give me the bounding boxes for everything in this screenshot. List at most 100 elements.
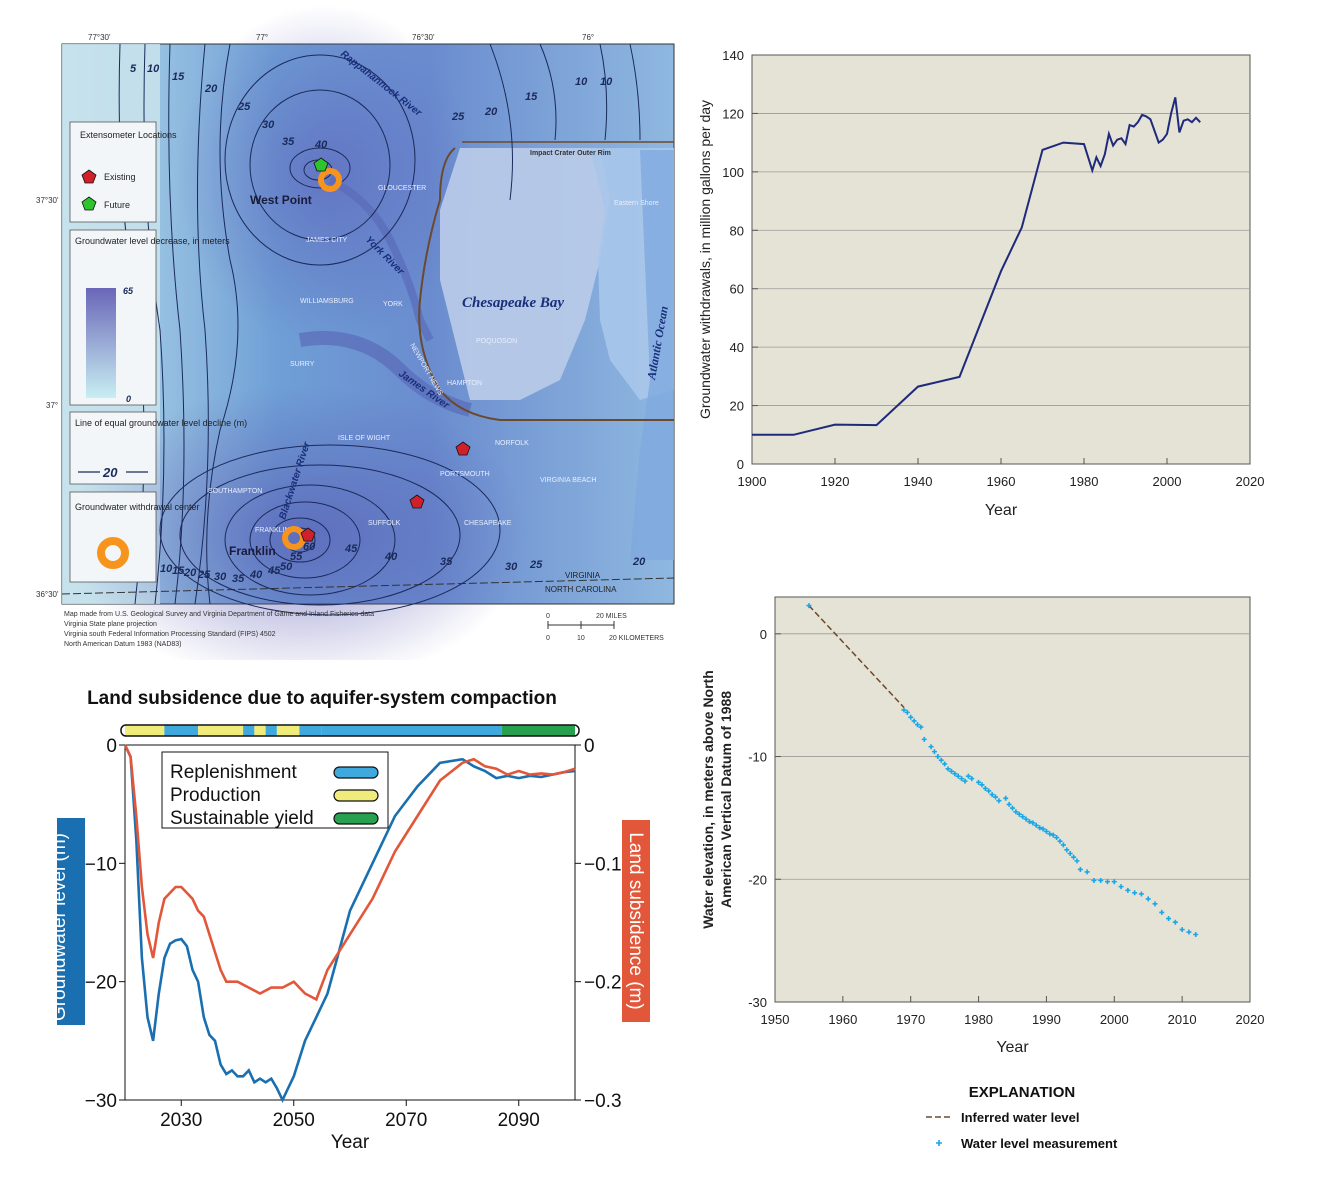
place-label: WILLIAMSBURG: [300, 298, 354, 305]
measurement-point: [1057, 838, 1063, 844]
contour-label: 45: [344, 543, 358, 555]
y-tick-label-right: −0.1: [584, 854, 622, 875]
measurement-point: [1132, 890, 1138, 896]
legend-future-label: Future: [104, 200, 130, 210]
legend-center-title: Groundwater withdrawal center: [75, 502, 200, 512]
measurement-point: [931, 749, 937, 755]
measurement-point: [1047, 831, 1053, 837]
measurement-point: [806, 603, 812, 609]
measurement-point: [1091, 878, 1097, 883]
x-tick-label: 1950: [761, 1012, 790, 1027]
place-label: SOUTHAMPTON: [208, 488, 262, 495]
measurement-point: [955, 773, 961, 779]
lon-tick-label: 77°: [256, 33, 268, 42]
contour-label: 25: [451, 111, 465, 123]
measurement-point: [1077, 866, 1083, 872]
y-axis-title-right: Land subsidence (m): [625, 832, 646, 1009]
map-legend: Extensometer Locations Existing Future G…: [69, 121, 247, 583]
measurement-point: [1172, 919, 1178, 925]
place-label: SURRY: [290, 361, 315, 368]
place-label: GLOUCESTER: [378, 185, 426, 192]
lon-tick-label: 76°: [582, 33, 594, 42]
place-label: CHESAPEAKE: [464, 520, 512, 527]
y-tick-label: 80: [730, 223, 744, 238]
x-tick-label: 2020: [1236, 474, 1265, 489]
lon-tick-label: 76°30': [412, 33, 435, 42]
contour-label: 20: [204, 83, 218, 95]
measurement-point: [1105, 879, 1110, 885]
contour-label: 60: [303, 541, 316, 553]
measurement-point: [904, 709, 910, 715]
measurement-point: [979, 782, 985, 788]
measurement-point: [1084, 869, 1090, 875]
contour-label: 40: [384, 551, 398, 563]
x-tick-label: 1990: [1032, 1012, 1061, 1027]
aquifer-map-panel: 5 10 15 20 25 30 35 40 45 50 55 60 40 35…: [36, 5, 675, 660]
x-axis-title: Year: [985, 502, 1018, 519]
future-extensometer-marker: [313, 157, 329, 172]
plot-area: [751, 54, 1251, 465]
state-label: VIRGINIA: [565, 571, 601, 580]
legend-measurement-label: Water level measurement: [961, 1136, 1118, 1151]
impact-crater-rim: [418, 147, 674, 422]
y-tick-label-left: −20: [85, 973, 117, 994]
lat-tick-label: 36°30': [36, 590, 59, 599]
y-tick-label-right: −0.3: [584, 1091, 622, 1112]
existing-extensometer-marker: [300, 527, 316, 542]
measurement-point: [965, 773, 971, 779]
measurement-point: [1125, 887, 1131, 893]
y-tick-label: 60: [730, 282, 744, 297]
place-label: ISLE OF WIGHT: [338, 435, 391, 442]
measurement-point: [1006, 801, 1012, 807]
y-tick-label: 120: [722, 106, 744, 121]
y-tick-label-right: −0.2: [584, 973, 622, 994]
measurement-point: [1023, 816, 1029, 822]
phase-bar-outline: [120, 724, 580, 737]
phase-segment: [321, 725, 502, 736]
x-axis-title: Year: [331, 1132, 370, 1153]
legend-existing-icon: [81, 169, 97, 184]
legend-label: Production: [170, 785, 261, 806]
x-tick-label: 1980: [964, 1012, 993, 1027]
contour-label: 10: [575, 76, 588, 88]
water-elevation-chart: 0 -10 -20 -30 1950 1960 1970 1980 1990 2000 2010 20…: [700, 596, 1264, 1151]
measurement-point: [1179, 927, 1185, 933]
contour-label: 30: [262, 119, 275, 131]
measurement-point: [1152, 901, 1158, 907]
y-axis-title-left: Groundwater level (m): [49, 833, 70, 1021]
measurement-point: [911, 718, 917, 724]
measurement-point: [935, 754, 941, 760]
phase-segment: [501, 725, 575, 736]
contour-label: 20: [183, 567, 197, 579]
legend-swatch: [333, 789, 379, 802]
phase-segment: [198, 725, 244, 736]
map-source-note: Map made from U.S. Geological Survey and…: [64, 611, 374, 618]
map-source-note: North American Datum 1983 (NAD83): [64, 641, 182, 648]
legend-title-extensometer: Extensometer Locations: [80, 130, 177, 140]
y-axis-title-box-left: [57, 818, 85, 1025]
y-tick-label: 100: [722, 165, 744, 180]
state-label: NORTH CAROLINA: [545, 585, 617, 594]
place-label: PORTSMOUTH: [440, 471, 490, 478]
place-label-west-point: West Point: [250, 193, 312, 207]
withdrawals-chart: 0 20 40 60 80 100 120 140 1900 1920 1940 1960 1980 20…: [697, 48, 1265, 519]
withdrawal-line: [752, 97, 1201, 436]
measurement-point: [938, 757, 944, 763]
map-source-note: Virginia State plane projection: [64, 621, 157, 628]
measurement-point: [969, 776, 975, 782]
map-scale-bar: 0 20 MILES 0 10 20 KILOMETERS: [546, 613, 664, 642]
plot-frame: [124, 744, 576, 1101]
phase-segment: [243, 725, 255, 736]
x-tick-label: 1960: [987, 474, 1016, 489]
measurement-point: [952, 771, 958, 777]
legend-center-icon: [97, 537, 129, 569]
y-tick-label: 140: [722, 48, 744, 63]
measurement-point: [1054, 835, 1060, 841]
contour-label: 25: [237, 101, 251, 113]
legend-label: Replenishment: [170, 762, 297, 783]
place-label: HAMPTON: [447, 380, 482, 387]
measurement-point: [1145, 896, 1151, 902]
legend-title: EXPLANATION: [969, 1084, 1075, 1101]
x-tick-label: 2090: [498, 1110, 540, 1131]
y-tick-label: 20: [730, 399, 744, 414]
